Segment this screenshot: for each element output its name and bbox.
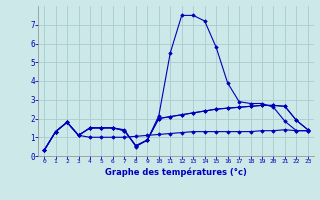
X-axis label: Graphe des températures (°c): Graphe des températures (°c) [105,167,247,177]
